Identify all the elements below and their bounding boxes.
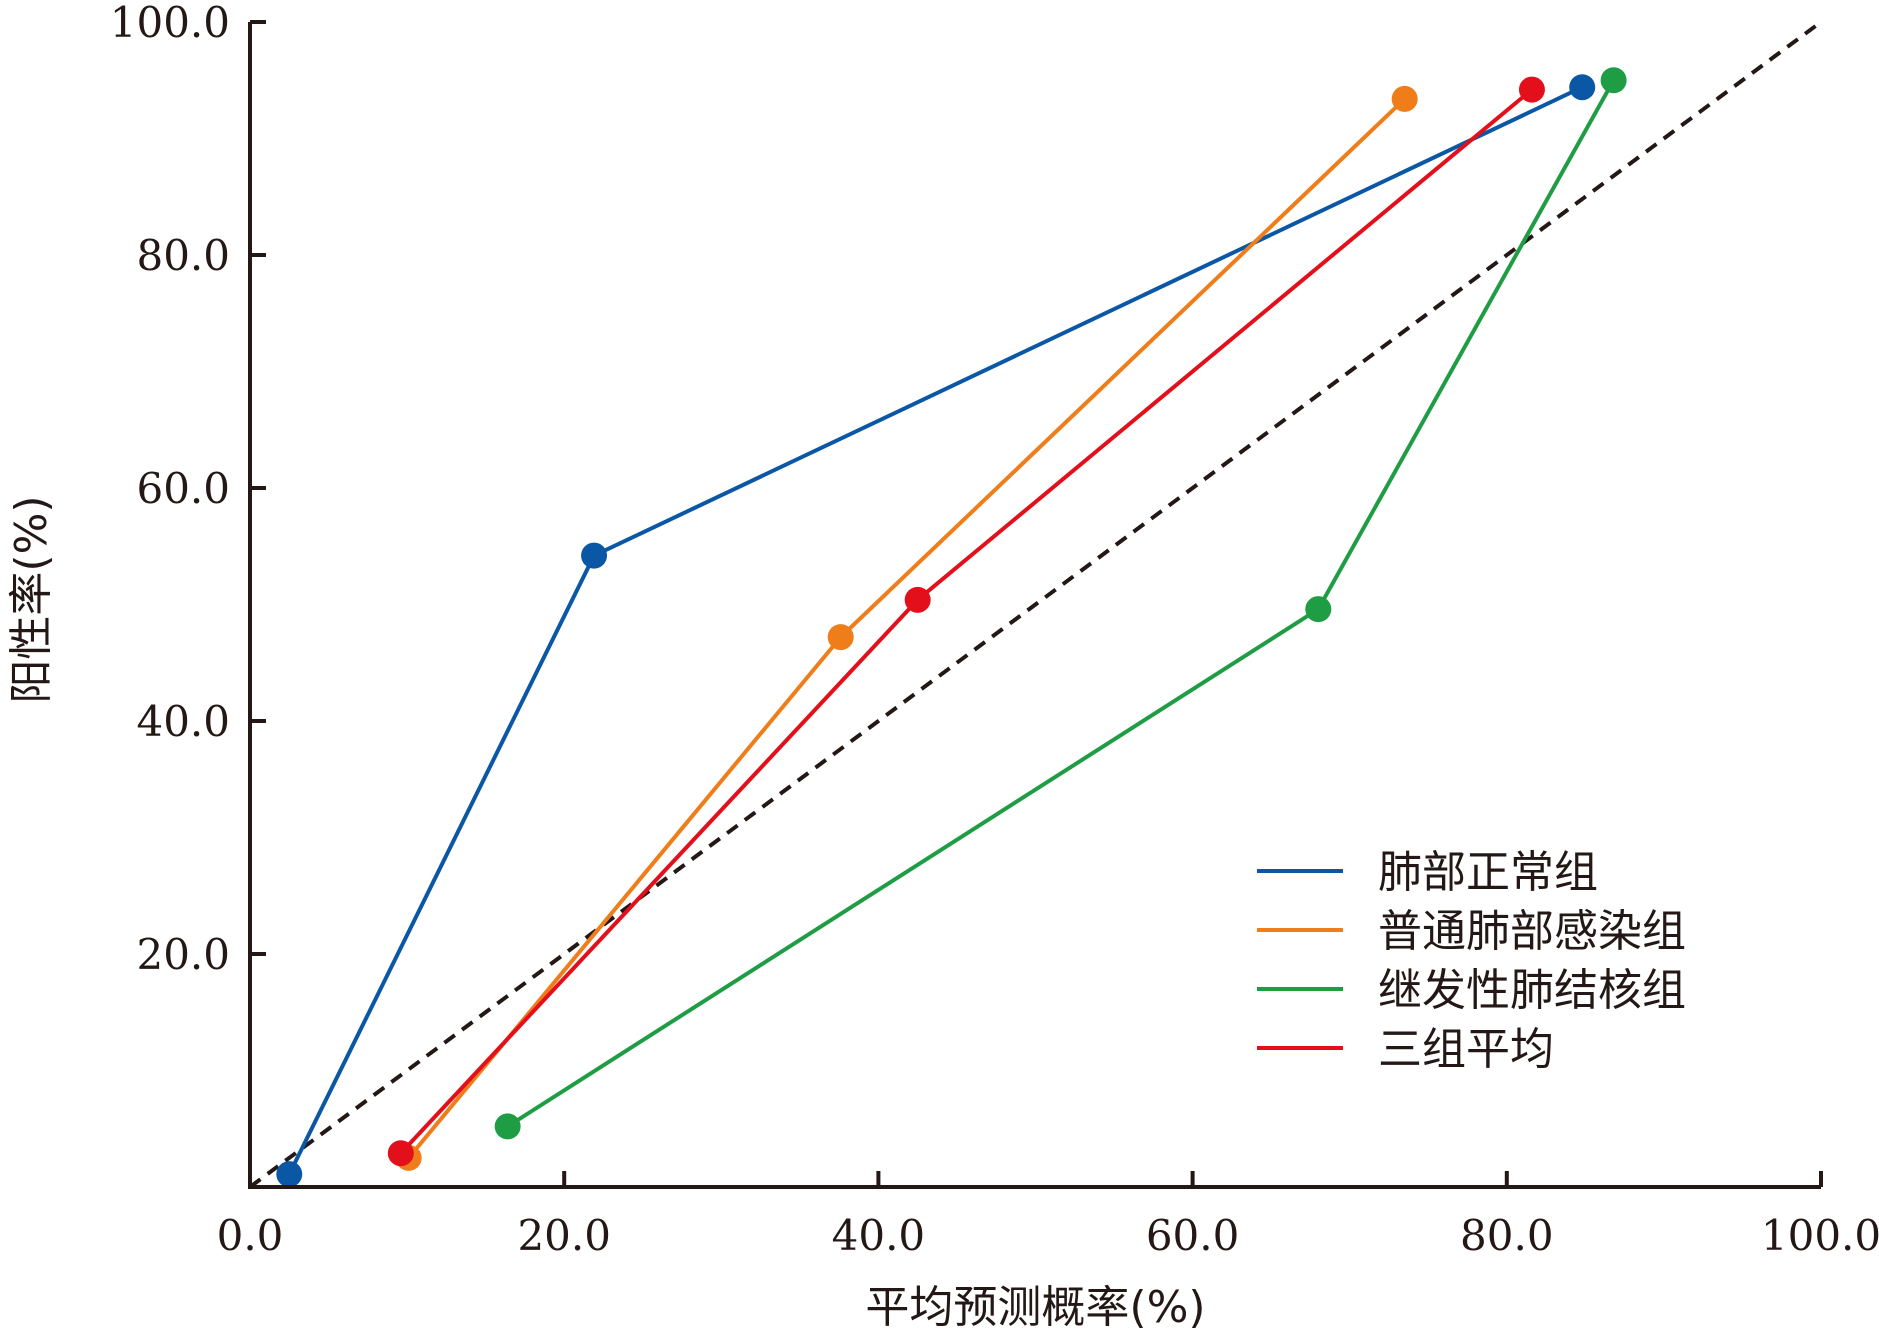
legend-label: 普通肺部感染组 [1378,906,1686,957]
legend-item: 肺部正常组 [1257,847,1598,898]
data-point [1391,85,1418,112]
data-point [276,1161,303,1188]
tick-labels: 0.0 20.0 40.0 60.0 80.0 100.0 20.0 40.0 60.0 80.0… [110,0,1879,1260]
x-tick-label: 40.0 [832,1211,926,1260]
reference-diagonal-line [248,20,1823,1189]
x-tick-label: 20.0 [517,1211,611,1260]
series-1 [395,85,1418,1171]
legend-item: 三组平均 [1257,1024,1554,1075]
x-tick-label: 80.0 [1460,1211,1554,1260]
data-point [1569,74,1596,101]
legend-label: 继发性肺结核组 [1378,965,1686,1016]
series-line [399,88,1534,1155]
legend-item: 继发性肺结核组 [1257,965,1686,1016]
x-tick-label: 60.0 [1146,1211,1240,1260]
data-point [1305,596,1332,623]
series-0 [276,74,1596,1188]
data-point [827,624,854,651]
x-axis-title: 平均预测概率(%) [865,1282,1205,1333]
y-tick-label: 20.0 [136,930,230,979]
data-point [387,1140,414,1167]
reference-line-layer [248,20,1823,1189]
axes [248,20,1823,1189]
y-tick-label: 60.0 [136,464,230,513]
y-tick-label: 40.0 [136,697,230,746]
y-tick-label: 100.0 [110,0,230,47]
legend-label: 三组平均 [1378,1024,1554,1075]
data-point [1600,67,1627,94]
y-axis-title: 阳性率(%) [6,495,57,703]
y-tick-label: 80.0 [136,231,230,280]
data-point [1518,76,1545,103]
legend-item: 普通肺部感染组 [1257,906,1686,957]
data-point [581,542,608,569]
series-3 [387,76,1545,1167]
x-tick-label: 0.0 [217,1211,284,1260]
data-point [494,1113,521,1140]
data-point [904,586,931,613]
series-layer [276,67,1627,1188]
x-tick-label: 100.0 [1761,1211,1879,1260]
legend-label: 肺部正常组 [1378,847,1598,898]
series-2 [494,67,1627,1140]
